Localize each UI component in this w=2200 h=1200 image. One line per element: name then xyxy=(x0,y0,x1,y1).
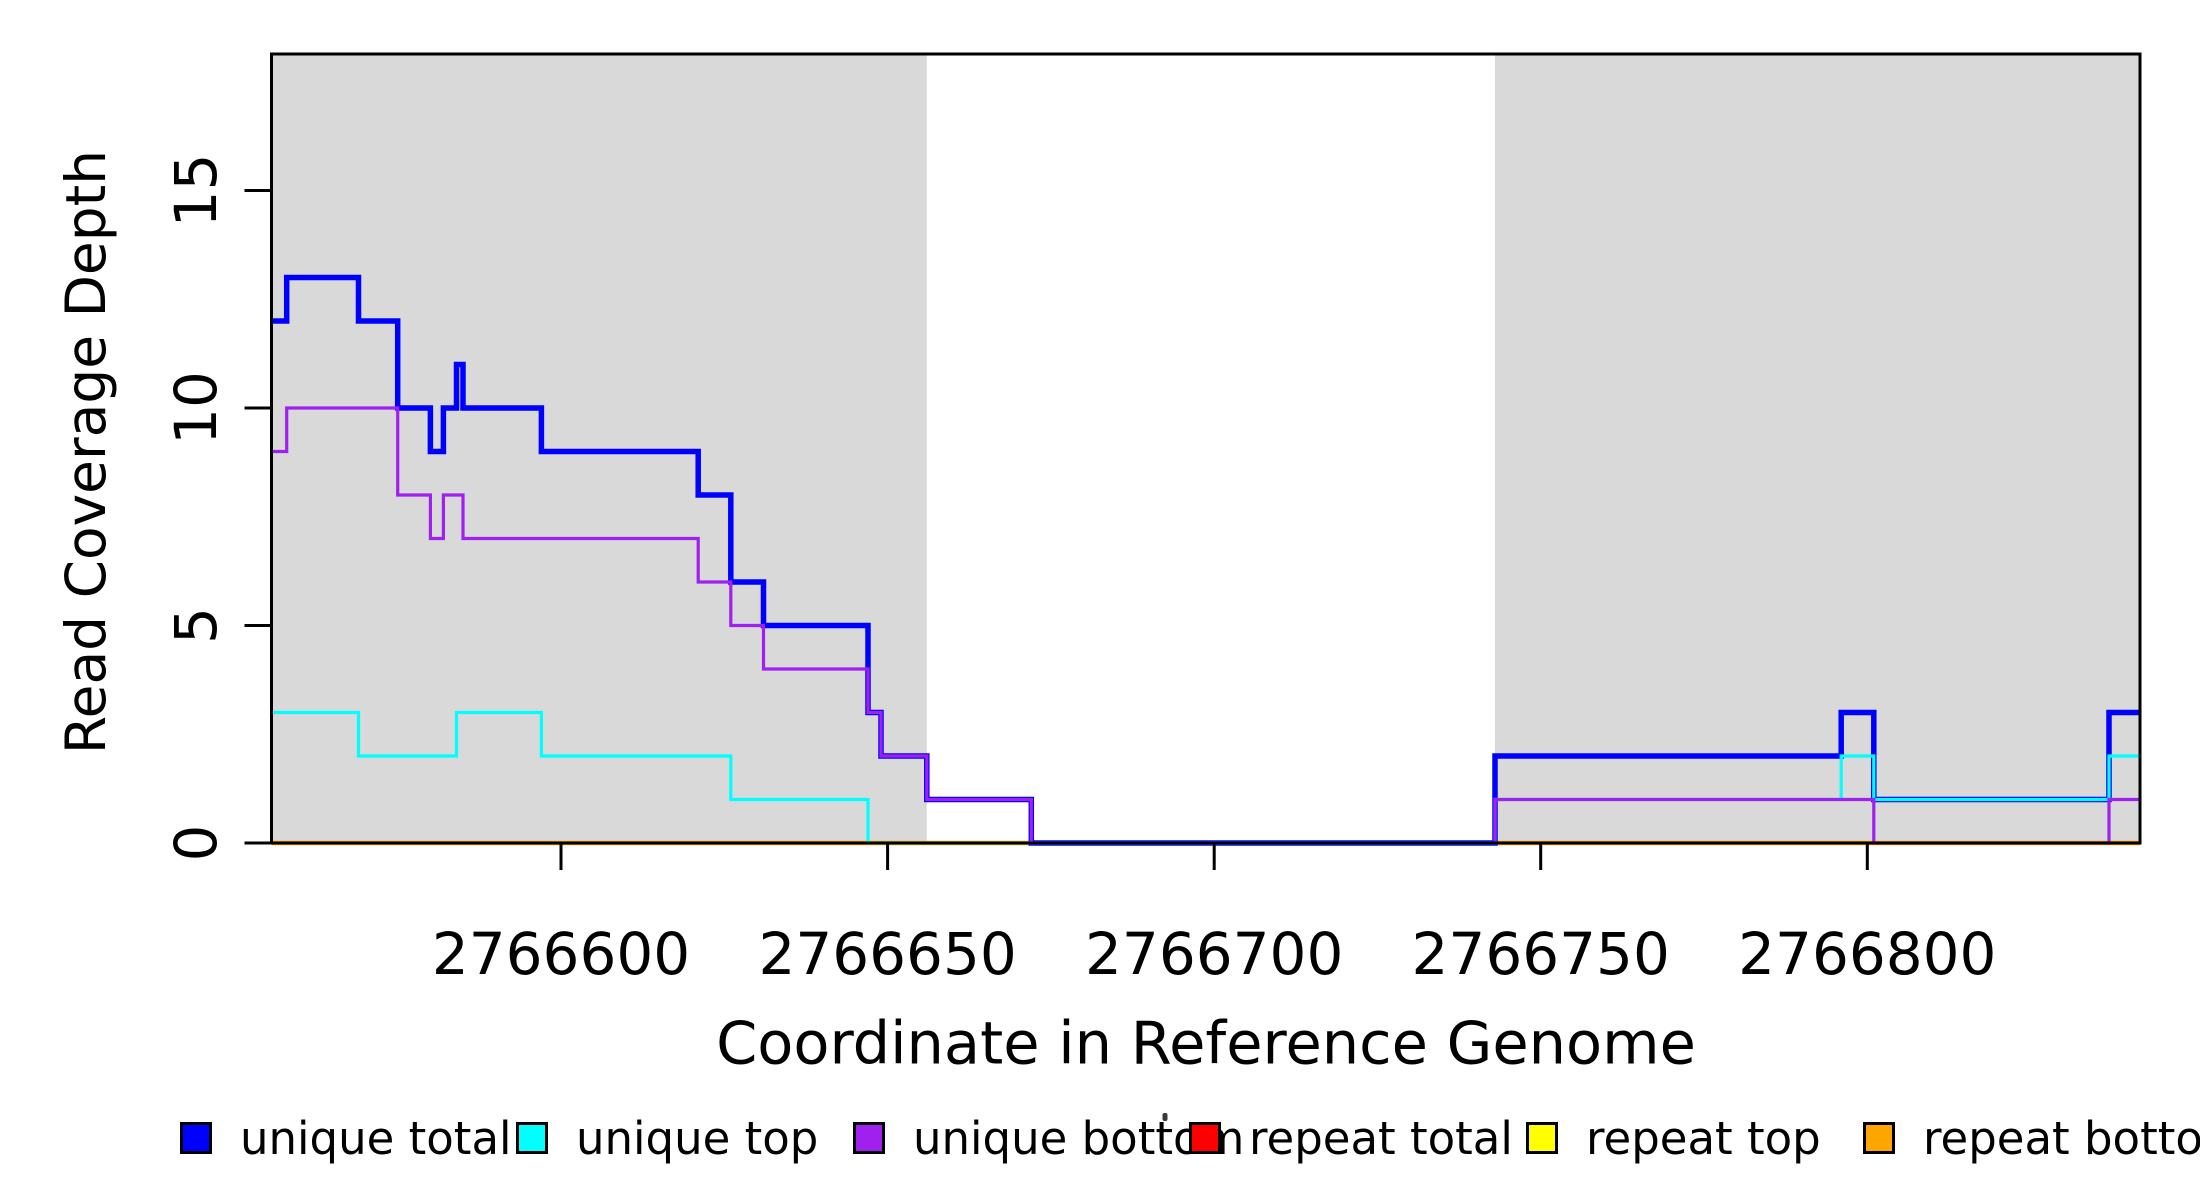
legend-label: repeat total xyxy=(1249,1111,1513,1165)
shaded-region xyxy=(271,54,927,843)
series-line-unique-total xyxy=(271,274,2141,846)
y-axis: 0 5 10 15 xyxy=(162,154,272,862)
x-axis-title: Coordinate in Reference Genome xyxy=(716,1008,1696,1078)
stray-mark xyxy=(1162,1113,1168,1121)
legend-item-unique-top: unique top xyxy=(516,1111,819,1165)
legend-item-repeat-total: repeat total xyxy=(1189,1111,1513,1165)
legend-swatch-icon xyxy=(180,1122,212,1154)
legend-swatch-icon xyxy=(516,1122,548,1154)
legend-label: unique total xyxy=(240,1111,512,1165)
legend-label: unique top xyxy=(576,1111,819,1165)
x-tick-label: 2766600 xyxy=(432,920,690,988)
legend-label: repeat bottom xyxy=(1923,1111,2200,1165)
series-line-unique-bottom xyxy=(271,406,2141,845)
x-axis: 2766600 2766650 2766700 2766750 2766800 xyxy=(432,843,1996,988)
plot-box-border xyxy=(270,52,2142,845)
legend-swatch-icon xyxy=(853,1122,885,1154)
x-tick-label: 2766800 xyxy=(1738,920,1996,988)
y-axis-title: Read Coverage Depth xyxy=(54,149,118,755)
legend-label: repeat top xyxy=(1586,1111,1821,1165)
x-tick-label: 2766750 xyxy=(1412,920,1670,988)
legend-item-repeat-bottom: repeat bottom xyxy=(1863,1111,2200,1165)
y-tick-label: 15 xyxy=(162,154,230,228)
legend-item-unique-bottom: unique bottom xyxy=(853,1112,1244,1165)
shaded-regions xyxy=(271,54,2141,843)
legend-swatch-icon xyxy=(1526,1122,1558,1154)
shaded-region xyxy=(1495,54,2141,843)
y-tick-label: 5 xyxy=(162,607,230,644)
plot-box xyxy=(270,52,2142,845)
y-tick-label: 0 xyxy=(162,825,230,862)
legend-swatch-icon xyxy=(1863,1122,1895,1154)
legend-swatch-icon xyxy=(1189,1122,1221,1154)
y-tick-label: 10 xyxy=(162,371,230,445)
legend-item-unique-total: unique total xyxy=(180,1111,512,1165)
legend-item-repeat-top: repeat top xyxy=(1526,1111,1821,1165)
x-tick-label: 2766650 xyxy=(758,920,1016,988)
series-line-unique-top xyxy=(271,710,2141,845)
x-tick-label: 2766700 xyxy=(1085,920,1343,988)
